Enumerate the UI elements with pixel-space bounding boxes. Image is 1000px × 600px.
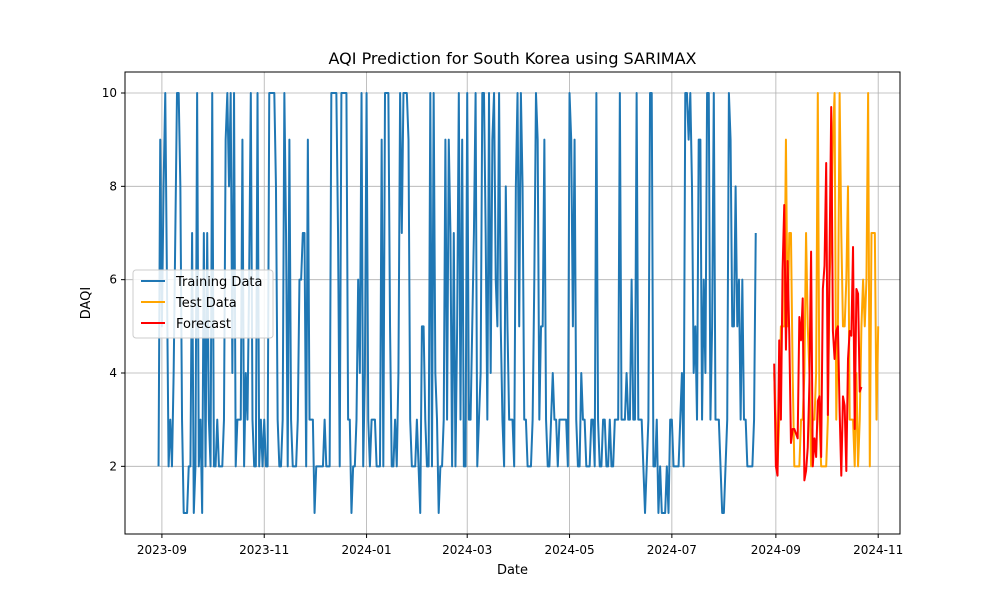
x-tick-label: 2024-03 <box>442 543 492 557</box>
x-tick-label: 2024-07 <box>647 543 697 557</box>
x-axis-title: Date <box>497 563 528 578</box>
x-tick-label: 2023-09 <box>137 543 187 557</box>
x-tick-label: 2024-11 <box>853 543 903 557</box>
y-tick-label: 2 <box>109 459 117 473</box>
axis-ticks: 2 4 6 8 10 2023-09 2023-11 2024-01 2024-03 2024-0… <box>102 86 904 557</box>
series-forecast-line <box>773 106 863 482</box>
series-training-line <box>157 92 757 514</box>
legend-label-training: Training Data <box>175 275 262 290</box>
plot-area-frame <box>124 71 901 535</box>
chart-title: AQI Prediction for South Korea using SAR… <box>329 49 697 68</box>
legend-item-test: Test Data <box>141 296 237 311</box>
y-tick-label: 4 <box>109 366 117 380</box>
legend-label-forecast: Forecast <box>176 317 231 332</box>
legend-label-test: Test Data <box>175 296 237 311</box>
y-tick-label: 10 <box>102 86 117 100</box>
legend: Training Data Test Data Forecast <box>132 269 274 339</box>
x-tick-label: 2023-11 <box>239 543 289 557</box>
series-layer <box>157 92 880 514</box>
legend-item-forecast: Forecast <box>141 317 231 332</box>
y-tick-label: 6 <box>109 273 117 287</box>
x-tick-label: 2024-09 <box>751 543 801 557</box>
series-test-line <box>773 92 880 468</box>
legend-box <box>132 269 274 339</box>
y-tick-label: 8 <box>109 179 117 193</box>
legend-item-training: Training Data <box>141 275 262 290</box>
x-tick-label: 2024-01 <box>341 543 391 557</box>
x-tick-label: 2024-05 <box>544 543 594 557</box>
y-axis-title: DAQI <box>79 287 94 320</box>
